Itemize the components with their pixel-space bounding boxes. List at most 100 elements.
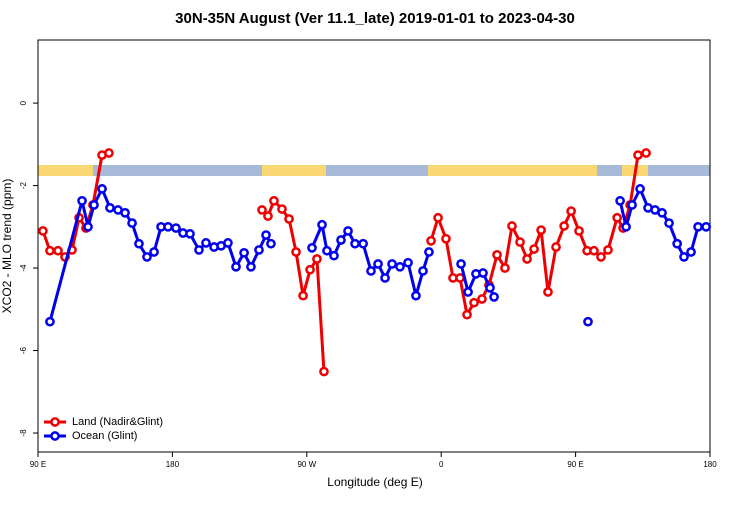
point xyxy=(536,225,546,235)
point xyxy=(343,226,353,236)
point xyxy=(657,207,667,218)
point xyxy=(701,221,711,232)
point xyxy=(679,252,689,262)
point xyxy=(223,238,233,248)
point xyxy=(462,309,472,320)
land-band xyxy=(497,165,597,176)
point xyxy=(373,259,383,269)
point xyxy=(89,200,99,210)
point xyxy=(194,245,204,255)
point xyxy=(97,184,107,194)
point xyxy=(615,195,625,206)
point xyxy=(395,261,405,272)
x-tick-label: 180 xyxy=(166,460,180,469)
point xyxy=(492,250,502,260)
point xyxy=(500,263,510,273)
point xyxy=(257,205,267,215)
point xyxy=(263,211,273,221)
point xyxy=(322,245,332,256)
point xyxy=(307,243,317,253)
point xyxy=(426,235,436,246)
point xyxy=(231,261,241,272)
point xyxy=(489,292,499,302)
x-tick-label: 90 W xyxy=(297,460,316,469)
ocean-band xyxy=(38,165,710,176)
point xyxy=(566,206,576,217)
point xyxy=(284,214,294,224)
legend-label: Land (Nadir&Glint) xyxy=(72,416,163,428)
point xyxy=(142,252,152,262)
y-tick-label: -2 xyxy=(19,181,28,189)
point xyxy=(45,245,55,256)
point xyxy=(478,268,488,278)
point xyxy=(603,245,613,255)
point xyxy=(583,316,593,327)
point xyxy=(469,297,479,308)
legend-marker xyxy=(50,417,60,427)
point xyxy=(456,259,466,269)
land-band xyxy=(38,165,93,176)
series xyxy=(45,184,711,327)
point xyxy=(358,238,368,249)
point xyxy=(515,237,525,247)
point xyxy=(522,254,532,264)
point xyxy=(380,273,390,283)
point xyxy=(507,221,517,231)
point xyxy=(635,184,645,194)
point xyxy=(45,316,55,327)
point xyxy=(53,245,63,256)
point xyxy=(418,266,428,276)
point xyxy=(621,221,631,232)
line xyxy=(260,198,326,372)
land-band xyxy=(262,165,326,176)
point xyxy=(477,294,487,304)
point xyxy=(77,195,87,206)
point xyxy=(627,200,637,210)
point xyxy=(686,247,696,257)
point xyxy=(589,245,599,256)
point xyxy=(424,247,434,257)
x-tick-label: 90 E xyxy=(567,460,583,469)
point xyxy=(277,204,287,214)
surface-mask xyxy=(38,165,710,176)
point xyxy=(120,207,130,218)
point xyxy=(134,238,144,249)
point xyxy=(171,223,181,233)
y-tick-label: -8 xyxy=(19,429,28,437)
point xyxy=(433,212,443,223)
x-tick-label: 180 xyxy=(703,460,717,469)
point xyxy=(559,221,569,231)
y-tick-label: -4 xyxy=(19,264,28,272)
point xyxy=(254,245,264,255)
point xyxy=(350,238,360,249)
point xyxy=(411,290,421,301)
legend-marker xyxy=(50,431,60,441)
point xyxy=(319,366,329,377)
point xyxy=(163,221,173,232)
y-tick-label: 0 xyxy=(19,100,28,105)
point xyxy=(269,195,279,206)
point xyxy=(185,228,195,239)
point xyxy=(317,219,327,230)
point xyxy=(693,221,703,232)
y-axis-label: XCO2 - MLO trend (ppm) xyxy=(0,179,14,314)
point xyxy=(246,261,256,272)
point xyxy=(596,252,606,262)
x-tick-label: 90 E xyxy=(30,460,46,469)
point xyxy=(543,287,553,297)
point xyxy=(312,254,322,264)
line xyxy=(429,151,647,319)
point xyxy=(305,264,315,275)
point xyxy=(664,218,674,228)
point xyxy=(291,247,301,257)
point xyxy=(403,257,413,268)
point xyxy=(298,290,308,301)
point xyxy=(672,238,682,249)
point xyxy=(441,233,451,244)
point xyxy=(612,212,622,223)
line xyxy=(48,185,273,323)
point xyxy=(336,235,346,245)
point xyxy=(201,238,211,248)
point xyxy=(641,148,651,158)
